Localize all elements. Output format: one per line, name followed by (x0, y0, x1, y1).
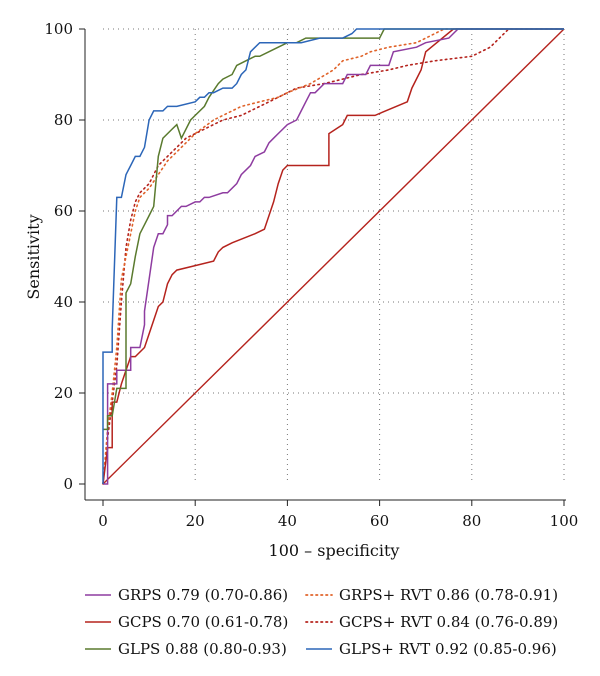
legend-label: GCPS 0.70 (0.61-0.78) (118, 613, 288, 631)
y-tick-label: 20 (54, 384, 73, 402)
x-tick-label: 60 (370, 512, 389, 530)
x-tick-label: 40 (278, 512, 297, 530)
x-axis-title: 100 – specificity (269, 541, 400, 560)
reference-line (102, 28, 565, 485)
legend-label: GRPS+ RVT 0.86 (0.78-0.91) (339, 586, 558, 604)
legend-label: GLPS 0.88 (0.80-0.93) (118, 640, 287, 658)
x-tick-label: 0 (98, 512, 108, 530)
y-tick-label: 0 (63, 475, 73, 493)
series-line-grps-rvt (102, 28, 565, 485)
series-line-gcps (102, 28, 564, 485)
y-tick-label: 100 (44, 20, 73, 38)
legend-label: GRPS 0.79 (0.70-0.86) (118, 586, 288, 604)
x-tick-label: 20 (186, 512, 205, 530)
grid (103, 28, 565, 484)
series-line-grps (103, 28, 564, 485)
plot-series (102, 28, 565, 485)
tick-labels: 0 20 40 60 80 100 0 20 40 60 80 100 (44, 20, 578, 530)
x-tick-label: 80 (462, 512, 481, 530)
y-tick-label: 60 (54, 202, 73, 220)
series-line-glps (103, 28, 564, 431)
legend: GRPS 0.79 (0.70-0.86) GCPS 0.70 (0.61-0.7… (85, 586, 558, 658)
y-tick-label: 80 (54, 111, 73, 129)
legend-label: GCPS+ RVT 0.84 (0.76-0.89) (339, 613, 558, 631)
axes (84, 29, 566, 501)
series-line-glps-rvt (102, 28, 564, 484)
y-tick-label: 40 (54, 293, 73, 311)
series-line-gcps-rvt (102, 28, 565, 485)
y-axis-title: Sensitivity (24, 214, 43, 299)
legend-label: GLPS+ RVT 0.92 (0.85-0.96) (339, 640, 557, 658)
x-tick-label: 100 (550, 512, 579, 530)
